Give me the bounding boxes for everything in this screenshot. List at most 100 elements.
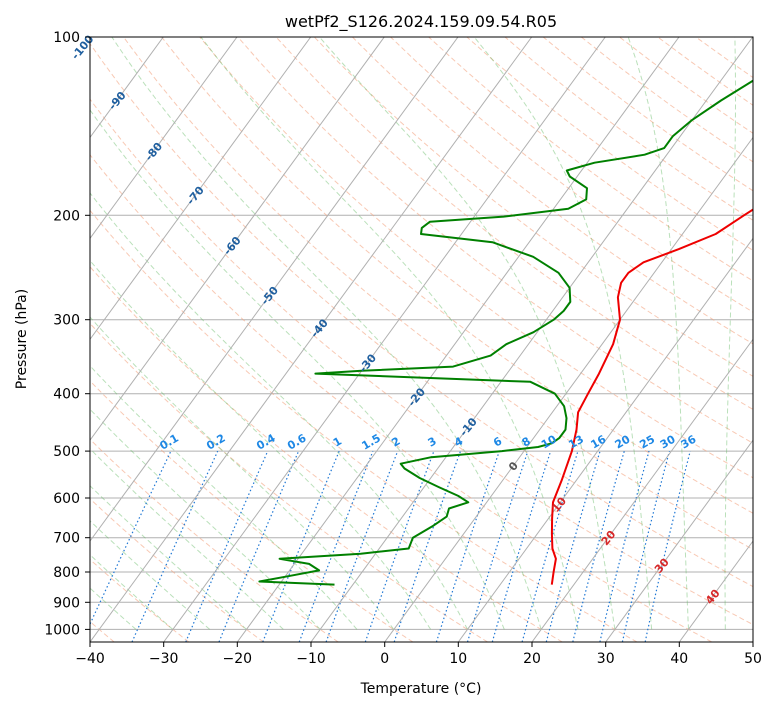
y-tick-label: 800 xyxy=(53,565,80,581)
isotherm-gridline xyxy=(752,641,753,642)
mixing-ratio-line xyxy=(435,450,500,642)
dry-adiabat xyxy=(90,322,488,642)
isotherm-gridline xyxy=(384,136,753,642)
isotherm-gridline xyxy=(90,37,312,341)
isotherm-gridline xyxy=(90,37,385,442)
isotherm-gridline xyxy=(90,37,459,542)
x-tick-label: −30 xyxy=(149,651,179,667)
mixing-ratio-label: 3 xyxy=(426,435,439,450)
plot-frame xyxy=(89,36,754,643)
dewpoint-profile-line xyxy=(258,79,753,586)
moist-adiabat xyxy=(90,192,468,630)
isotherm-label: 40 xyxy=(703,587,723,607)
mixing-ratio-line xyxy=(393,450,462,642)
dry-adiabat xyxy=(390,37,753,313)
isotherm-gridline xyxy=(163,37,606,642)
dry-adiabat xyxy=(695,37,753,79)
dry-adiabat xyxy=(542,37,753,192)
isotherm-label: 30 xyxy=(652,556,672,576)
dry-adiabat xyxy=(275,37,753,411)
moist-adiabat xyxy=(627,37,689,630)
mixing-ratio-line xyxy=(218,450,300,642)
x-tick-label: −40 xyxy=(75,651,105,667)
mixing-ratio-line xyxy=(364,450,435,642)
mixing-ratio-line xyxy=(572,450,625,642)
y-tick-label: 400 xyxy=(53,387,80,403)
x-tick-label: 10 xyxy=(449,651,467,667)
temperature-profile-line xyxy=(550,208,753,585)
moist-adiabat xyxy=(200,37,579,630)
isotherm-gridline xyxy=(678,540,753,642)
isotherm-label: -60 xyxy=(221,234,244,258)
mixing-ratio-label: 0.1 xyxy=(157,432,180,453)
dry-adiabat xyxy=(313,37,753,377)
x-tick-label: −10 xyxy=(296,651,326,667)
moist-adiabat xyxy=(111,37,542,630)
y-tick-label: 200 xyxy=(53,208,80,224)
y-tick-label: 100 xyxy=(53,30,80,46)
moist-adiabat xyxy=(90,259,432,630)
mixing-ratio-label: 30 xyxy=(658,432,678,451)
moist-adiabat xyxy=(90,408,321,630)
dry-adiabat xyxy=(90,498,264,642)
isotherm-gridline xyxy=(605,439,753,642)
dry-adiabat xyxy=(428,37,753,282)
isotherm-gridline xyxy=(531,338,753,642)
x-tick-label: 50 xyxy=(744,651,762,667)
moist-adiabat xyxy=(90,316,395,630)
mixing-ratio-label: 0.2 xyxy=(204,432,227,453)
x-tick-label: 40 xyxy=(670,651,688,667)
mixing-ratio-line xyxy=(262,450,340,642)
mixing-ratio-line xyxy=(621,450,671,642)
dry-adiabat xyxy=(657,37,753,106)
dry-adiabat xyxy=(123,37,753,551)
mixing-ratio-line xyxy=(599,450,650,642)
mixing-ratio-label: 16 xyxy=(588,432,608,451)
mixing-ratio-label: 1.5 xyxy=(359,432,382,453)
moist-adiabat xyxy=(90,365,358,630)
mixing-ratio-line xyxy=(545,450,601,642)
isotherm-gridline xyxy=(236,37,680,642)
dry-adiabat xyxy=(90,42,753,588)
dry-adiabat xyxy=(161,37,753,514)
isotherm-gridline xyxy=(90,37,238,240)
mixing-ratio-line xyxy=(491,450,552,642)
x-axis-title: Temperature (°C) xyxy=(360,681,482,697)
mixing-ratio-label: 0.4 xyxy=(254,431,278,452)
isotherm-label: 20 xyxy=(599,528,619,548)
moist-adiabat xyxy=(473,37,653,630)
dry-adiabat xyxy=(90,265,563,642)
mixing-ratio-label: 25 xyxy=(637,433,657,452)
isotherm-gridline xyxy=(310,37,753,642)
dry-adiabat xyxy=(90,438,339,642)
moist-adiabat xyxy=(90,109,505,630)
mixing-ratio-label: 6 xyxy=(491,434,504,449)
moist-adiabat xyxy=(90,448,284,630)
y-tick-label: 300 xyxy=(53,313,80,329)
mixing-ratio-label: 10 xyxy=(539,432,559,451)
dry-adiabat xyxy=(199,37,753,479)
mixing-ratio-line xyxy=(466,450,529,642)
y-tick-label: 600 xyxy=(53,491,80,507)
x-tick-label: 30 xyxy=(597,651,615,667)
x-tick-label: −20 xyxy=(223,651,253,667)
moist-adiabat xyxy=(90,485,247,630)
x-tick-label: 0 xyxy=(380,651,389,667)
mixing-ratio-line xyxy=(521,450,579,642)
mixing-ratio-line xyxy=(644,450,691,642)
isotherm-label: -10 xyxy=(457,415,480,439)
y-axis-title: Pressure (hPa) xyxy=(14,289,30,389)
mixing-ratio-line xyxy=(325,450,399,642)
moist-adiabat xyxy=(319,37,616,630)
isotherm-label: -20 xyxy=(405,385,428,409)
y-tick-label: 500 xyxy=(53,444,80,460)
mixing-ratio-line xyxy=(90,450,172,626)
dry-adiabat xyxy=(504,37,753,221)
mixing-ratio-line xyxy=(131,450,219,642)
y-tick-label: 1000 xyxy=(44,622,80,638)
mixing-ratio-line xyxy=(185,450,269,642)
dry-adiabat xyxy=(619,37,753,134)
isotherm-label: -90 xyxy=(106,89,129,113)
x-tick-label: 20 xyxy=(523,651,541,667)
